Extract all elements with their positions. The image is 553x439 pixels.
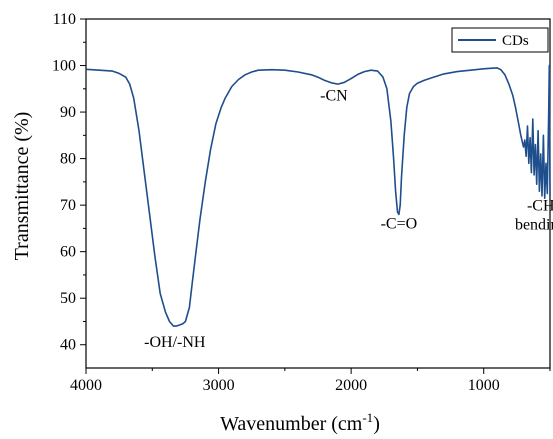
peak-annotation: -C=O bbox=[381, 215, 418, 232]
annotations: -OH/-NH -CN -C=O -CHbending bbox=[144, 87, 553, 351]
y-tick-label: 100 bbox=[52, 58, 76, 75]
peak-annotation: -OH/-NH bbox=[144, 334, 206, 351]
y-tick-label: 40 bbox=[60, 337, 76, 354]
series-line-cds bbox=[85, 64, 551, 327]
y-tick-label: 80 bbox=[60, 151, 76, 168]
x-axis-title-sup: -1 bbox=[362, 410, 373, 425]
x-tick-label: 4000 bbox=[70, 377, 102, 394]
x-tick-label: 3000 bbox=[203, 377, 235, 394]
y-axis-title: Transmittance (%) bbox=[11, 112, 33, 261]
y-axis: 40 50 60 70 80 90 100 110 bbox=[52, 11, 86, 354]
series-layer bbox=[85, 64, 551, 327]
plot-border bbox=[85, 18, 551, 369]
peak-annotation: bending bbox=[515, 216, 553, 233]
x-axis-title-end: ) bbox=[373, 413, 380, 435]
peak-annotation: -CN bbox=[320, 87, 348, 104]
x-tick-label: 2000 bbox=[335, 377, 367, 394]
y-tick-label: 70 bbox=[60, 197, 76, 214]
x-axis-title: Wavenumber (cm-1) bbox=[220, 410, 380, 435]
peak-annotation: -CH bbox=[527, 198, 553, 215]
legend-label: CDs bbox=[502, 33, 529, 49]
y-tick-label: 60 bbox=[60, 244, 76, 261]
y-tick-label: 50 bbox=[60, 290, 76, 307]
x-tick-label: 1000 bbox=[468, 377, 500, 394]
x-axis: 4000 3000 2000 1000 bbox=[70, 368, 551, 394]
y-tick-label: 90 bbox=[60, 104, 76, 121]
y-tick-label: 110 bbox=[53, 11, 76, 28]
plot-frame bbox=[85, 18, 551, 369]
legend: CDs bbox=[451, 27, 549, 53]
x-axis-title-main: Wavenumber (cm bbox=[220, 413, 363, 435]
